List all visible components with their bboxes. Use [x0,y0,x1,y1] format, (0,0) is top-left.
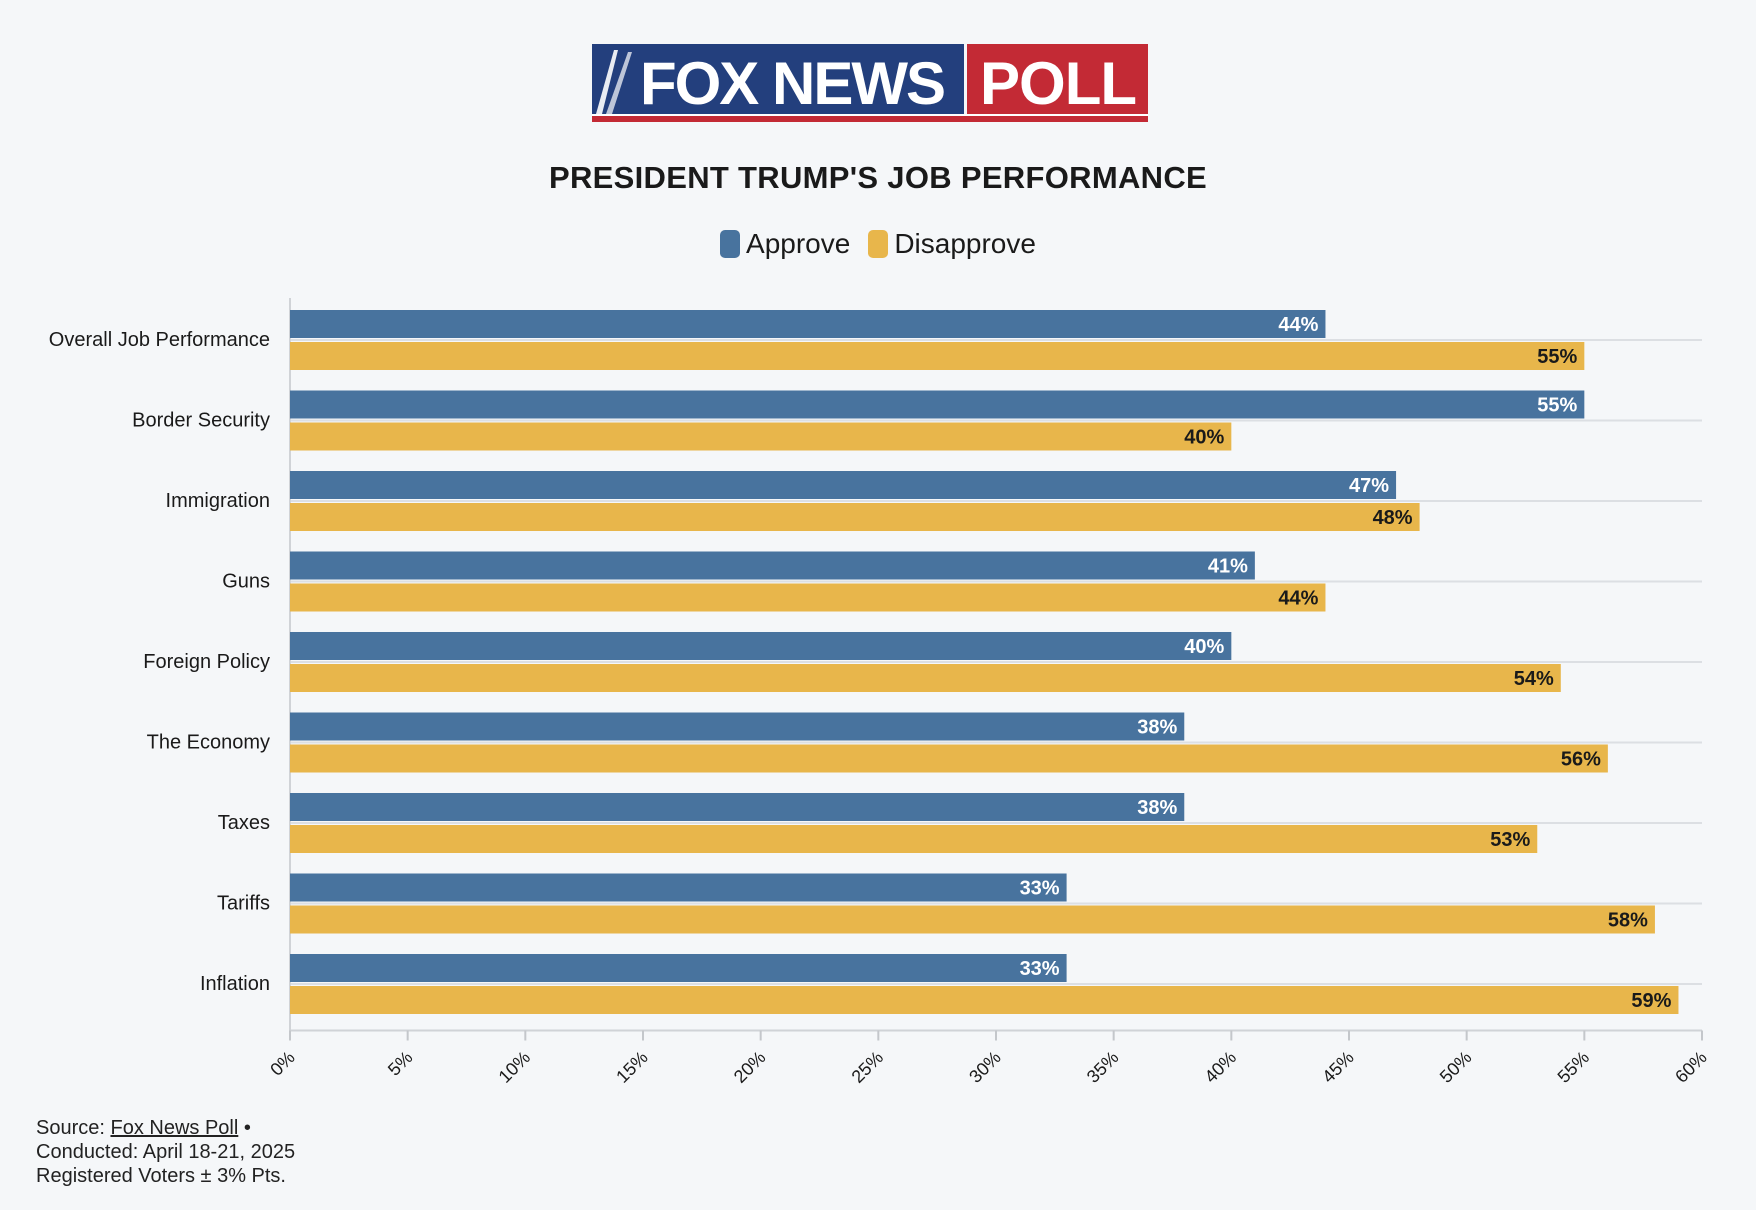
source-prefix: Source: [36,1117,111,1139]
category-label: Tariffs [217,893,270,915]
bar-approve [290,793,1185,821]
x-tick-label: 15% [612,1047,652,1087]
conducted-date: Conducted: April 18-21, 2025 [36,1141,296,1163]
category-label: Foreign Policy [143,651,270,673]
data-label: 59% [1631,990,1671,1012]
x-tick-label: 50% [1436,1047,1476,1087]
legend-label-disapprove: Disapprove [894,228,1036,259]
bar-approve [290,954,1067,982]
data-label: 48% [1373,507,1413,529]
x-tick-label: 60% [1671,1047,1711,1087]
data-label: 40% [1184,427,1224,449]
x-tick-label: 40% [1201,1047,1241,1087]
x-tick-label: 45% [1318,1047,1358,1087]
bar-approve [290,310,1326,338]
svg-text:FOX NEWS: FOX NEWS [640,50,944,117]
data-label: 38% [1137,717,1177,739]
bar-disapprove [290,744,1608,773]
legend-item-approve[interactable]: Approve [720,228,850,260]
data-label: 33% [1020,958,1060,980]
source-suffix: • [238,1117,251,1139]
bar-approve [290,873,1067,902]
voters-note: Registered Voters ± 3% Pts. [36,1165,286,1187]
category-label: Inflation [200,973,270,995]
bar-disapprove [290,986,1679,1014]
legend-label-approve: Approve [746,228,851,259]
disapprove-swatch [868,230,889,258]
source-link[interactable]: Fox News Poll [110,1117,239,1139]
category-label: The Economy [147,732,270,754]
x-tick-label: 55% [1554,1047,1594,1087]
data-label: 58% [1608,910,1648,932]
fox-news-poll-logo: FOX NEWS POLL [592,44,1148,122]
approve-swatch [720,230,741,258]
bar-disapprove [290,825,1538,853]
data-label: 56% [1561,749,1601,771]
bar-disapprove [290,583,1326,612]
legend-item-disapprove[interactable]: Disapprove [868,228,1036,260]
x-tick-label: 35% [1083,1047,1123,1087]
bar-approve [290,712,1185,741]
data-label: 55% [1537,395,1577,417]
category-label: Taxes [218,812,270,834]
data-label: 55% [1537,346,1577,368]
bar-disapprove [290,664,1561,692]
data-label: 41% [1208,556,1248,578]
category-label: Overall Job Performance [49,329,270,351]
category-label: Border Security [132,410,270,432]
legend: Approve Disapprove [0,228,1756,260]
data-label: 38% [1137,797,1177,819]
bar-disapprove [290,422,1232,451]
svg-text:POLL: POLL [980,50,1136,117]
x-tick-label: 30% [965,1047,1005,1087]
x-tick-label: 10% [495,1047,535,1087]
bar-approve [290,471,1397,499]
data-label: 47% [1349,475,1389,497]
x-tick-label: 5% [384,1047,417,1080]
bar-approve [290,632,1232,660]
bar-approve [290,551,1255,580]
data-label: 44% [1278,588,1318,610]
category-label: Guns [222,571,270,593]
chart-title: PRESIDENT TRUMP'S JOB PERFORMANCE [549,160,1207,195]
data-label: 40% [1184,636,1224,658]
x-tick-label: 0% [266,1047,299,1080]
category-label: Immigration [166,490,270,512]
bar-disapprove [290,905,1655,934]
data-label: 33% [1020,878,1060,900]
bar-disapprove [290,503,1420,531]
x-tick-label: 25% [848,1047,888,1087]
data-label: 53% [1490,829,1530,851]
bar-approve [290,390,1585,419]
bar-disapprove [290,342,1585,370]
data-label: 54% [1514,668,1554,690]
footer: Source: Fox News Poll • Conducted: April… [36,1116,295,1188]
data-label: 44% [1278,314,1318,336]
bar-chart: Overall Job Performance 44% 55% Border Secu… [49,298,1711,1087]
source-line: Source: Fox News Poll • [36,1116,295,1140]
x-tick-label: 20% [730,1047,770,1087]
